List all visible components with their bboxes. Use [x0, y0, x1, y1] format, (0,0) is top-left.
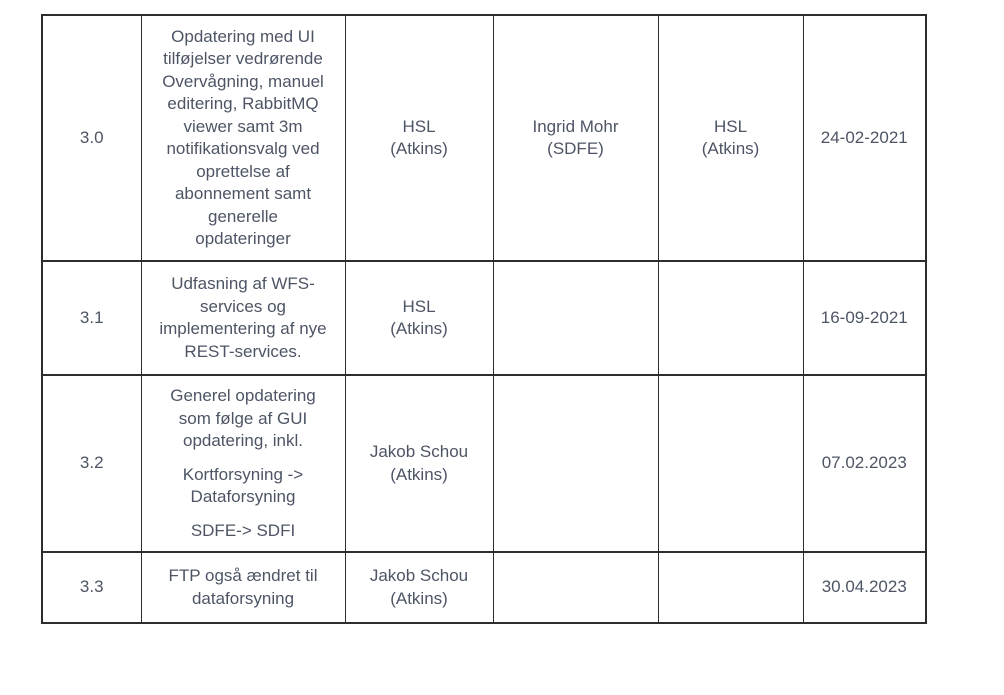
table-row: 3.3 FTP også ændret til dataforsyning Ja… — [41, 551, 927, 624]
description-paragraph: Udfasning af WFS- services og implemente… — [159, 274, 327, 361]
cell-approver — [657, 260, 804, 376]
description-paragraph: FTP også ændret til dataforsyning — [168, 566, 318, 608]
revision-date: 30.04.2023 — [821, 577, 907, 597]
author-name: HSL (Atkins) — [390, 116, 448, 159]
cell-description: Opdatering med UI tilføjelser vedrørende… — [140, 14, 346, 262]
cell-description: Udfasning af WFS- services og implemente… — [140, 260, 346, 376]
version-text: 3.0 — [79, 127, 104, 147]
description-paragraph: Opdatering med UI tilføjelser vedrørende… — [162, 26, 324, 249]
cell-version: 3.2 — [41, 374, 142, 553]
author-name: Jakob Schou (Atkins) — [369, 442, 469, 484]
cell-reviewer: Ingrid Mohr (SDFE) — [492, 14, 659, 262]
version-text: 3.1 — [79, 307, 104, 327]
cell-author: HSL (Atkins) — [344, 260, 494, 376]
table-row: 3.2 Generel opdatering som følge af GUI … — [41, 374, 927, 553]
approver-name: HSL (Atkins) — [701, 116, 760, 159]
description-paragraph: SDFE-> SDFI — [190, 520, 296, 540]
table-row: 3.0 Opdatering med UI tilføjelser vedrør… — [41, 14, 927, 262]
cell-description: FTP også ændret til dataforsyning — [140, 551, 346, 624]
description-paragraph: Kortforsyning -> Dataforsyning — [182, 464, 304, 507]
cell-version: 3.0 — [41, 14, 142, 262]
cell-reviewer — [492, 260, 659, 376]
revision-date: 07.02.2023 — [821, 453, 907, 473]
cell-reviewer — [492, 374, 659, 553]
version-text: 3.2 — [79, 453, 104, 473]
reviewer-name: Ingrid Mohr (SDFE) — [532, 116, 619, 159]
cell-author: HSL (Atkins) — [344, 14, 494, 262]
description-paragraph: Generel opdatering som følge af GUI opda… — [170, 386, 316, 450]
version-history-table: 3.0 Opdatering med UI tilføjelser vedrør… — [41, 14, 927, 624]
cell-date: 16-09-2021 — [802, 260, 927, 376]
cell-date: 30.04.2023 — [802, 551, 927, 624]
table-row: 3.1 Udfasning af WFS- services og implem… — [41, 260, 927, 376]
cell-approver — [657, 374, 804, 553]
revision-date: 16-09-2021 — [820, 307, 908, 327]
cell-approver — [657, 551, 804, 624]
cell-description: Generel opdatering som følge af GUI opda… — [140, 374, 346, 553]
cell-date: 07.02.2023 — [802, 374, 927, 553]
cell-date: 24-02-2021 — [802, 14, 927, 262]
revision-date: 24-02-2021 — [820, 127, 908, 147]
cell-reviewer — [492, 551, 659, 624]
cell-author: Jakob Schou (Atkins) — [344, 374, 494, 553]
cell-author: Jakob Schou (Atkins) — [344, 551, 494, 624]
cell-version: 3.1 — [41, 260, 142, 376]
cell-approver: HSL (Atkins) — [657, 14, 804, 262]
version-text: 3.3 — [79, 577, 104, 597]
cell-version: 3.3 — [41, 551, 142, 624]
author-name: Jakob Schou (Atkins) — [369, 566, 469, 608]
author-name: HSL (Atkins) — [390, 296, 448, 339]
